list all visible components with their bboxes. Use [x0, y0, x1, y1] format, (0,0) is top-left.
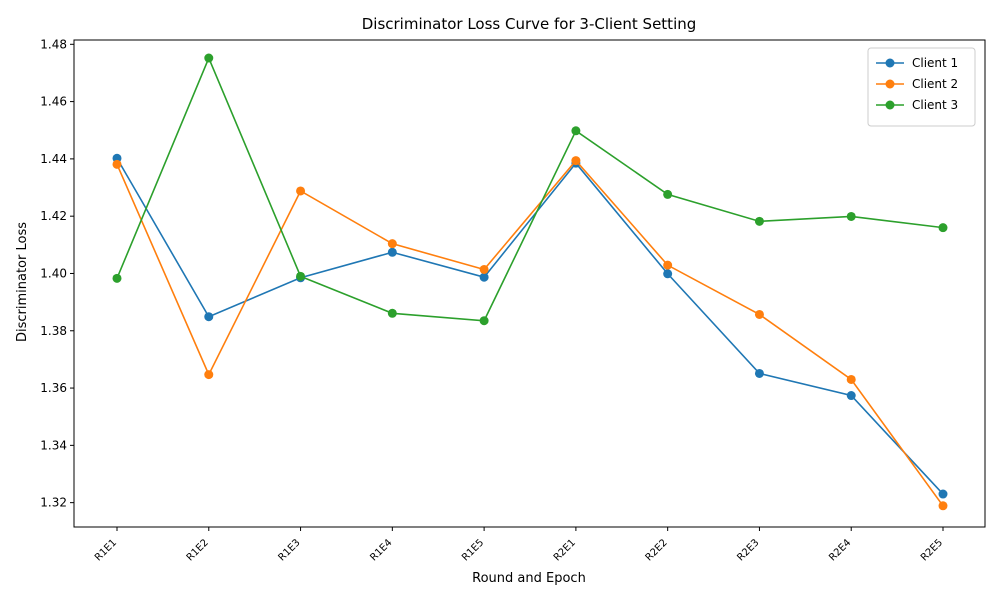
y-tick-label: 1.40 [40, 266, 67, 280]
legend-item: Client 1 [876, 56, 958, 70]
y-tick-label: 1.36 [40, 381, 67, 395]
data-point [754, 216, 764, 226]
x-axis-title: Round and Epoch [472, 571, 586, 586]
data-point [112, 273, 122, 283]
data-point [387, 308, 397, 318]
y-tick-label: 1.34 [40, 438, 67, 452]
plot-frame [73, 39, 986, 528]
data-point [571, 156, 581, 166]
data-point [846, 374, 856, 384]
legend-box [867, 47, 976, 127]
legend-item: Client 3 [876, 98, 958, 112]
data-point [479, 272, 489, 282]
legend-marker [885, 100, 895, 110]
data-point [479, 316, 489, 326]
y-tick-label: 1.38 [40, 324, 67, 338]
data-point [663, 189, 673, 199]
data-point [754, 309, 764, 319]
y-tick-label: 1.48 [40, 37, 67, 51]
legend-label: Client 3 [912, 98, 958, 112]
data-point [938, 489, 948, 499]
data-point [204, 370, 214, 380]
series-line [116, 157, 944, 495]
legend-label: Client 2 [912, 77, 958, 91]
data-point [296, 271, 306, 281]
data-point [387, 247, 397, 257]
data-point [754, 368, 764, 378]
legend-marker [885, 79, 895, 89]
series-line [116, 55, 944, 322]
data-point [571, 126, 581, 136]
data-point [938, 223, 948, 233]
series-3 [112, 53, 948, 326]
chart-title: Discriminator Loss Curve for 3-Client Se… [362, 15, 697, 33]
data-point [846, 391, 856, 401]
data-point [479, 264, 489, 274]
data-point [204, 312, 214, 322]
data-point [112, 159, 122, 169]
y-tick-label: 1.42 [40, 209, 67, 223]
series-2 [112, 156, 948, 511]
legend: Client 1 Client 2 Client 3 [867, 47, 976, 127]
legend-label: Client 1 [912, 56, 958, 70]
y-axis-title: Discriminator Loss [15, 222, 30, 342]
series-line [116, 159, 944, 507]
data-point [387, 239, 397, 249]
legend-item: Client 2 [876, 77, 958, 91]
data-point [938, 501, 948, 511]
legend-marker [885, 58, 895, 68]
data-point [663, 269, 673, 279]
data-point [663, 260, 673, 270]
data-point [296, 186, 306, 196]
y-tick-label: 1.46 [40, 95, 67, 109]
y-tick-label: 1.32 [40, 496, 67, 510]
data-point [846, 211, 856, 221]
data-point [204, 53, 214, 63]
y-tick-label: 1.44 [40, 152, 67, 166]
